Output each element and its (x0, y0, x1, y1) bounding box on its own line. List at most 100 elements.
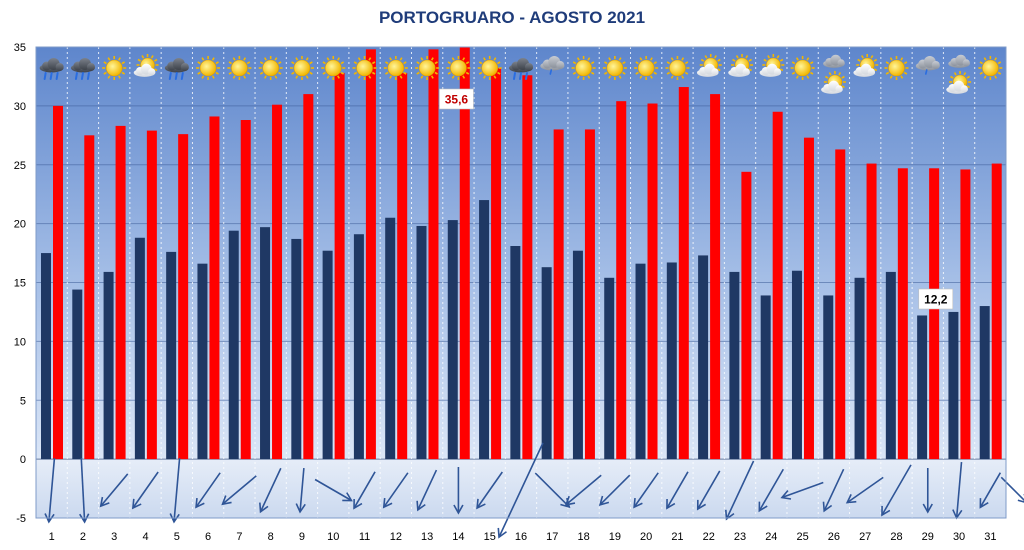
bar-tmin-day-20 (635, 263, 646, 460)
bar-tmax-day-2 (84, 135, 95, 460)
x-tick-label-day-21: 21 (671, 531, 683, 543)
wind-arrow-day-14 (453, 467, 464, 515)
sun-icon (196, 56, 221, 80)
x-tick-label-day-14: 14 (452, 531, 464, 543)
wind-arrow-day-18 (564, 474, 602, 506)
bar-tmax-day-1 (53, 105, 63, 460)
x-axis: 1 2 3 4 5 6 7 8 9 10 11 12 13 14 15 16 17 18 19 20 21 22 23 24 2… (49, 531, 997, 543)
sun-icon (258, 56, 283, 80)
sun-icon (790, 56, 815, 80)
bar-tmin-day-9 (291, 238, 302, 460)
bar-tmax-day-27 (866, 163, 877, 460)
bar-tmin-day-30 (948, 311, 959, 460)
bar-tmax-day-6 (209, 116, 220, 460)
bar-tmin-day-18 (572, 250, 583, 460)
callout-label: 12,2 (924, 293, 948, 307)
bar-tmax-day-20 (647, 103, 658, 460)
y-tick-label: 0 (20, 454, 26, 466)
x-tick-label-day-1: 1 (49, 531, 55, 543)
bar-tmin-day-17 (541, 267, 552, 460)
wind-arrow-day-21 (666, 471, 689, 510)
wind-arrow-day-13 (416, 469, 438, 512)
x-tick-label-day-26: 26 (828, 531, 840, 543)
x-tick-label-day-11: 11 (359, 531, 370, 543)
partly-cloudy-icon (853, 54, 879, 77)
bar-tmin-day-7 (228, 230, 239, 460)
wind-arrow-day-22 (696, 470, 721, 511)
sun-icon (227, 56, 252, 80)
bar-tmax-day-23 (741, 171, 752, 460)
y-axis: -5 0 5 10 15 20 25 30 35 (14, 42, 26, 525)
bar-tmin-day-1 (41, 253, 51, 460)
bar-tmax-day-24 (772, 111, 783, 460)
wind-arrow-day-9 (295, 468, 306, 514)
x-tick-label-day-18: 18 (577, 531, 589, 543)
rain-icon (39, 58, 64, 80)
bar-tmin-day-15 (479, 200, 490, 460)
x-tick-label-day-5: 5 (174, 531, 180, 543)
callout-box (918, 288, 954, 310)
partly-cloudy-icon (728, 54, 754, 77)
wind-arrow-day-29 (922, 468, 933, 514)
bar-tmin-day-23 (729, 271, 740, 460)
bar-tmax-day-7 (240, 120, 251, 460)
wind-arrow-day-6 (195, 472, 221, 509)
x-tick-label-day-29: 29 (922, 531, 934, 543)
sun-icon (383, 56, 408, 80)
partly-cloudy-icon (133, 54, 159, 77)
bar-tmax-day-31 (991, 163, 1002, 460)
bar-tmin-day-11 (353, 234, 364, 460)
bar-tmax-day-14 (459, 47, 470, 460)
bar-tmin-day-16 (510, 245, 521, 460)
wind-arrow-day-20 (633, 472, 659, 509)
y-tick-label: 25 (14, 160, 26, 172)
x-tick-label-day-3: 3 (111, 531, 117, 543)
x-tick-label-day-8: 8 (268, 531, 274, 543)
wind-arrow-day-28 (881, 464, 912, 517)
bar-tmax-day-22 (710, 94, 721, 460)
sun-icon (634, 56, 659, 80)
x-tick-label-day-6: 6 (205, 531, 211, 543)
bar-tmin-day-3 (103, 271, 114, 460)
wind-arrow-day-31 (979, 472, 1002, 509)
callouts-layer: 35,6 12,2 (439, 88, 954, 310)
bar-tmax-day-15 (491, 68, 502, 460)
wind-arrow-day-2 (79, 458, 90, 524)
y-tick-label: 5 (20, 395, 26, 407)
bar-tmin-day-26 (823, 295, 834, 460)
x-tick-label-day-12: 12 (390, 531, 402, 543)
wind-arrow-day-25 (780, 481, 824, 500)
partly-cloudy-icon (696, 54, 722, 77)
bar-tmax-day-18 (584, 129, 595, 460)
sun-icon (665, 56, 690, 80)
bar-tmin-day-25 (791, 270, 802, 460)
wind-arrows-layer (44, 442, 1024, 539)
x-tick-label-day-31: 31 (984, 531, 996, 543)
y-tick-label: 35 (14, 42, 26, 54)
cloudy-icon (540, 56, 565, 75)
x-tick-label-day-30: 30 (953, 531, 965, 543)
bar-tmax-day-19 (616, 101, 627, 460)
sun-icon (884, 56, 909, 80)
callout-box (439, 88, 474, 110)
bar-tmin-day-4 (134, 237, 145, 460)
bar-tmin-day-6 (197, 263, 208, 460)
wind-arrow-day-5 (169, 458, 181, 524)
sun-icon (446, 56, 471, 80)
wind-arrow-day-26 (822, 468, 845, 513)
x-tick-label-day-22: 22 (703, 531, 715, 543)
rain-icon (509, 58, 533, 80)
bar-tmin-day-14 (447, 220, 458, 460)
bar-tmax-day-11 (365, 49, 376, 460)
rain-icon (70, 58, 95, 80)
y-tick-label: 20 (14, 219, 26, 231)
wind-arrow-day-16 (497, 442, 544, 539)
sun-icon (289, 56, 314, 80)
x-tick-label-day-7: 7 (236, 531, 242, 543)
x-tick-label-day-2: 2 (80, 531, 86, 543)
bar-tmax-day-9 (303, 94, 314, 460)
y-tick-label: 10 (14, 336, 26, 348)
partly-cloudy-icon (759, 54, 785, 77)
bar-tmax-day-4 (146, 130, 157, 460)
bar-tmin-day-2 (72, 289, 83, 460)
